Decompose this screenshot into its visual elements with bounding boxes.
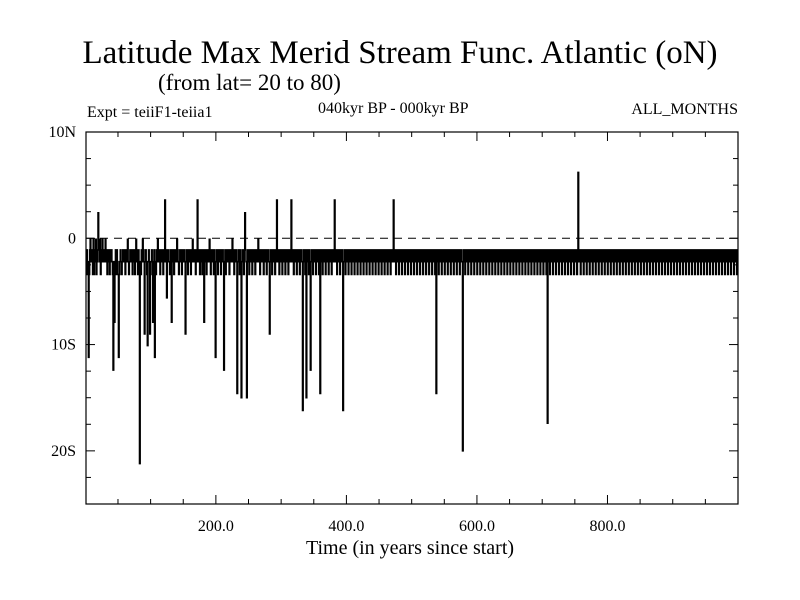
period-label: 040kyr BP - 000kyr BP	[318, 100, 469, 117]
y-tick-label: 20S	[51, 443, 76, 460]
tick-labels: 200.0 400.0 600.0 800.0 10N 0 10S 20S	[48, 124, 625, 535]
series-line	[85, 171, 739, 465]
x-tick-label: 600.0	[459, 518, 495, 535]
y-tick-label: 0	[68, 230, 76, 247]
experiment-label: Expt = teiiF1-teiia1	[87, 104, 213, 121]
chart-title: Latitude Max Merid Stream Func. Atlantic…	[82, 35, 718, 71]
y-tick-label: 10N	[48, 124, 76, 141]
axis-ticks	[86, 132, 738, 504]
plot-frame	[85, 131, 739, 505]
x-tick-label: 800.0	[589, 518, 625, 535]
y-tick-label: 10S	[51, 337, 76, 354]
x-tick-label: 200.0	[198, 518, 234, 535]
x-axis-label: Time (in years since start)	[305, 537, 515, 559]
x-tick-label: 400.0	[328, 518, 364, 535]
chart-subtitle: (from lat= 20 to 80)	[158, 70, 341, 95]
months-label: ALL_MONTHS	[631, 101, 738, 118]
